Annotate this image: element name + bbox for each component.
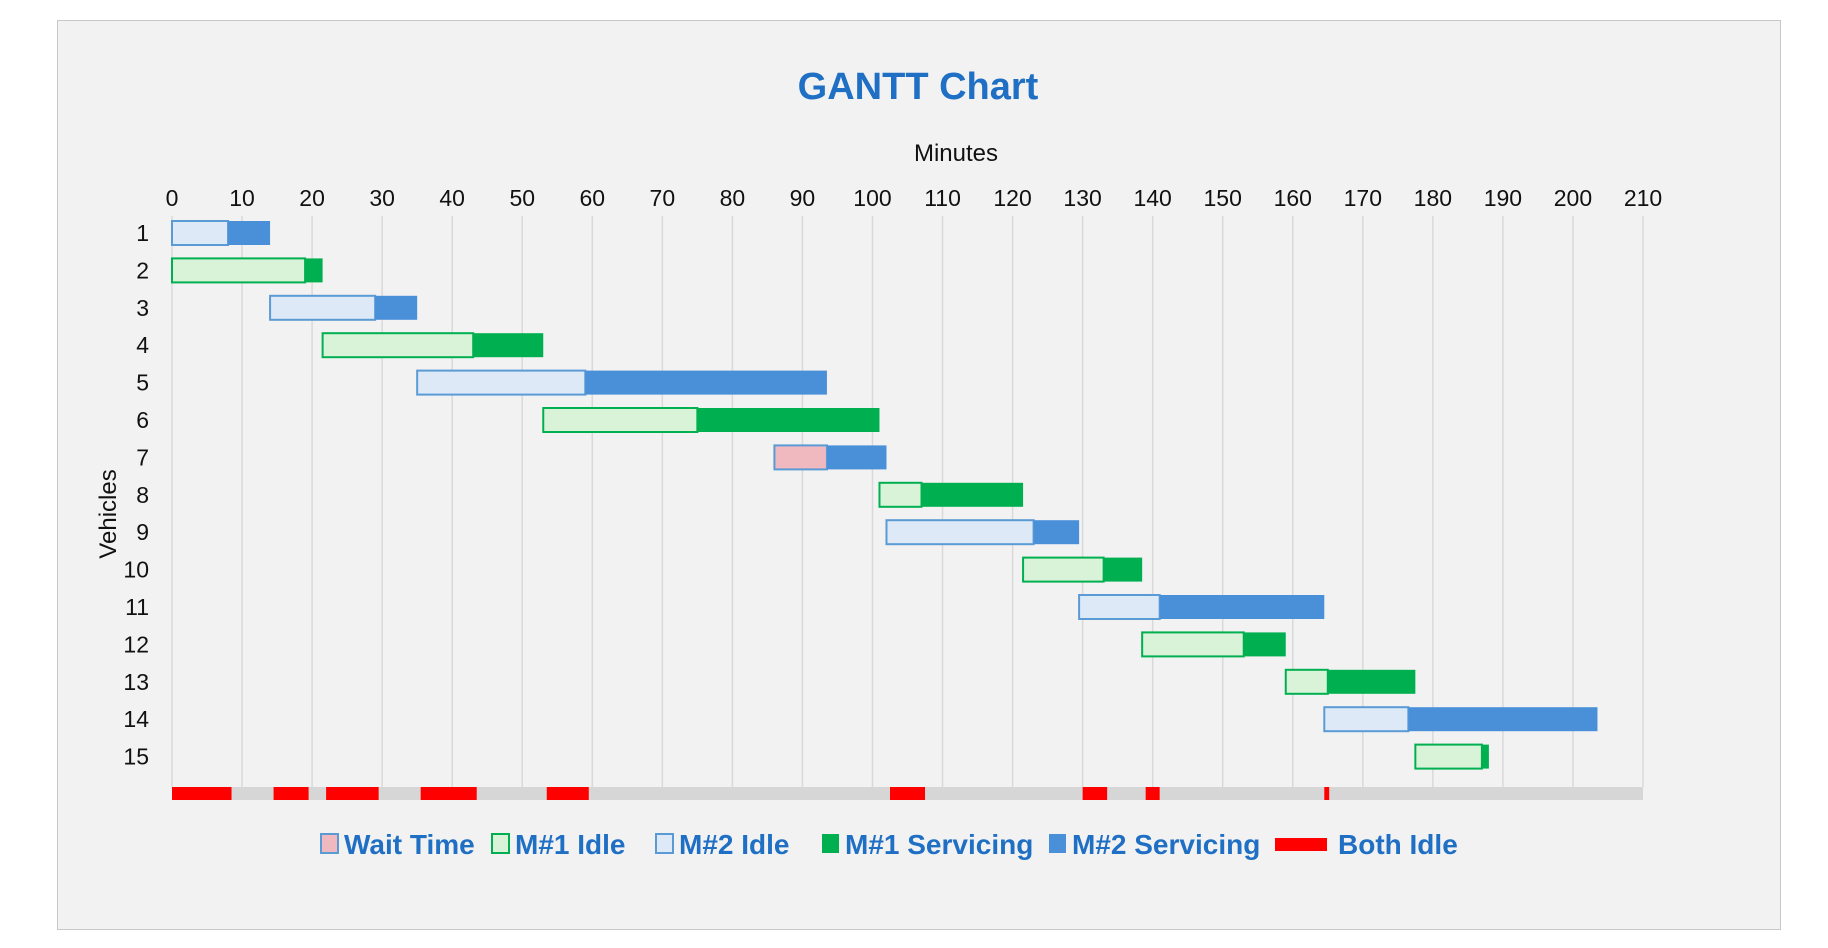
legend-swatch-m1-serv	[822, 834, 839, 853]
legend-label: Both Idle	[1338, 829, 1458, 860]
legend-label: M#2 Idle	[679, 829, 789, 860]
y-tick-label: 10	[123, 557, 149, 583]
both-idle-mark	[326, 787, 379, 800]
x-tick-label: 60	[579, 185, 605, 211]
x-tick-label: 140	[1133, 185, 1171, 211]
x-tick-label: 150	[1204, 185, 1242, 211]
y-tick-label: 6	[136, 407, 149, 433]
bar-segment-m2-serv	[228, 221, 271, 245]
x-tick-label: 30	[369, 185, 395, 211]
x-tick-label: 120	[993, 185, 1031, 211]
x-tick-label: 80	[720, 185, 746, 211]
legend-swatch-m1-idle	[491, 833, 510, 854]
bar-segment-m2-idle	[171, 220, 230, 246]
legend-swatch-both-idle	[1275, 838, 1327, 851]
bar-segment-m1-idle	[1022, 556, 1105, 583]
bar-segment-m1-idle	[171, 257, 307, 284]
both-idle-mark	[420, 787, 477, 800]
x-tick-label: 10	[229, 185, 255, 211]
bar-segment-m1-serv	[473, 333, 544, 358]
x-tick-label: 40	[439, 185, 465, 211]
y-tick-label: 3	[136, 295, 149, 321]
x-tick-label: 200	[1554, 185, 1592, 211]
both-idle-mark	[1324, 787, 1330, 800]
bar-segment-m1-serv	[1327, 669, 1416, 694]
y-axis-title: Vehicles	[95, 469, 122, 558]
both-idle-mark	[172, 787, 232, 800]
legend-label: M#2 Servicing	[1072, 829, 1260, 860]
y-tick-label: 13	[123, 669, 149, 695]
bar-segment-m2-idle	[269, 294, 377, 321]
bar-segment-m2-idle	[885, 519, 1035, 546]
bar-segment-m2-idle	[1078, 594, 1161, 620]
x-axis-ticks: 0 10 20 30 40 50 60 70 80 90 100 110 120 130 140 150 160…	[166, 185, 1663, 211]
x-axis-title: Minutes	[914, 140, 998, 167]
bar-segment-m1-idle	[1414, 743, 1483, 770]
legend-swatch-wait	[320, 833, 339, 854]
bar-segment-m1-idle	[542, 407, 699, 433]
bar-segment-m1-idle	[1284, 668, 1329, 695]
bar-segment-m2-idle	[416, 369, 587, 396]
bar-segment-m1-idle	[1141, 631, 1245, 658]
bar-segment-m2-serv	[826, 445, 887, 470]
bar-segment-m1-idle	[878, 481, 923, 508]
x-tick-label: 130	[1063, 185, 1101, 211]
bar-segment-m2-serv	[1159, 595, 1325, 619]
bar-segment-m2-serv	[375, 295, 418, 320]
bar-segment-m1-serv	[305, 258, 323, 283]
y-tick-label: 9	[136, 519, 149, 545]
both-idle-mark	[1145, 787, 1160, 800]
x-tick-label: 160	[1274, 185, 1312, 211]
x-tick-label: 90	[790, 185, 816, 211]
y-tick-label: 2	[136, 257, 149, 283]
gantt-bars	[171, 220, 1598, 770]
y-tick-label: 11	[125, 594, 149, 620]
bar-segment-m2-serv	[585, 370, 827, 395]
x-tick-label: 190	[1484, 185, 1522, 211]
x-tick-label: 0	[166, 185, 179, 211]
x-tick-label: 180	[1414, 185, 1452, 211]
legend-label: Wait Time	[344, 829, 475, 860]
x-tick-label: 20	[299, 185, 325, 211]
x-tick-label: 50	[509, 185, 535, 211]
bar-segment-m1-serv	[1243, 632, 1286, 657]
y-tick-label: 12	[123, 631, 149, 657]
y-tick-label: 15	[123, 744, 149, 770]
both-idle-mark	[546, 787, 589, 800]
bar-segment-m2-serv	[1033, 520, 1080, 545]
legend-label: M#1 Servicing	[845, 829, 1033, 860]
legend-swatch-m2-serv	[1049, 834, 1066, 853]
legend-label: M#1 Idle	[515, 829, 625, 860]
y-tick-label: 1	[136, 220, 149, 246]
x-tick-label: 70	[650, 185, 676, 211]
both-idle-mark	[1082, 787, 1108, 800]
x-tick-label: 210	[1624, 185, 1662, 211]
y-tick-label: 4	[136, 332, 149, 358]
x-tick-label: 100	[853, 185, 891, 211]
bar-segment-m2-idle	[1323, 706, 1410, 733]
bar-segment-m1-idle	[321, 332, 475, 359]
legend-swatch-m2-idle	[655, 833, 674, 854]
bar-segment-m2-serv	[1408, 707, 1598, 732]
y-tick-label: 14	[123, 706, 149, 732]
x-tick-label: 110	[924, 185, 961, 211]
bar-segment-m1-serv	[697, 408, 880, 432]
bar-segment-m1-serv	[1103, 557, 1143, 582]
both-idle-mark	[889, 787, 926, 800]
bar-segment-wait	[773, 444, 828, 471]
bar-segment-m1-serv	[921, 482, 1024, 507]
both-idle-track	[172, 787, 1643, 800]
y-tick-label: 8	[136, 482, 149, 508]
both-idle-mark	[273, 787, 309, 800]
legend: Wait Time M#1 Idle M#2 Idle M#1 Servicing M#…	[320, 829, 1458, 860]
chart-frame: GANTT Chart Minutes Vehicles 0 10 20 30 40 50…	[57, 20, 1781, 930]
y-tick-label: 5	[136, 370, 149, 396]
gantt-chart: GANTT Chart Minutes Vehicles 0 10 20 30 40 50…	[95, 66, 1663, 860]
x-tick-label: 170	[1344, 185, 1382, 211]
chart-title: GANTT Chart	[798, 66, 1039, 108]
y-tick-label: 7	[136, 444, 149, 470]
bar-segment-m1-serv	[1481, 744, 1489, 769]
